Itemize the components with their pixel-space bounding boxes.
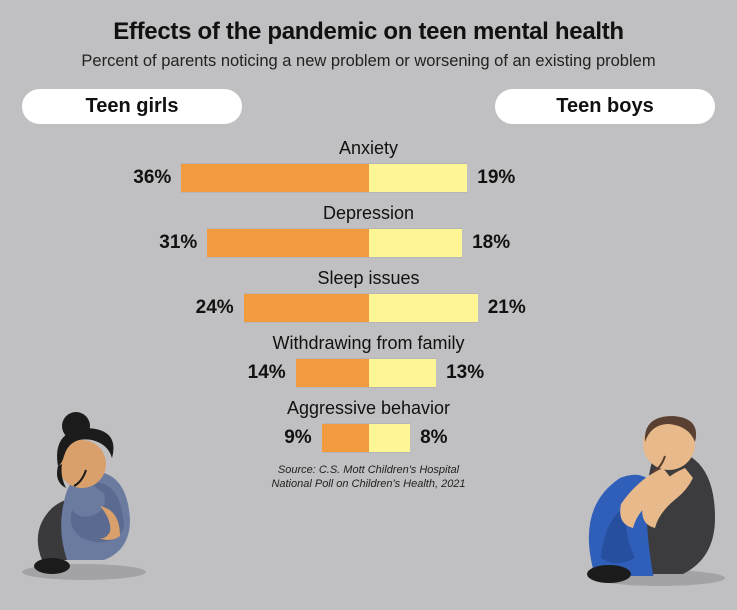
chart-row: Anxiety 36% 19% (0, 138, 737, 193)
value-girls: 36% (133, 163, 171, 193)
bar-line: 36% 19% (0, 163, 737, 193)
bar-girls (322, 423, 369, 453)
category-label: Sleep issues (0, 268, 737, 289)
value-girls: 9% (284, 423, 311, 453)
bar-boys (369, 228, 463, 258)
chart-subtitle: Percent of parents noticing a new proble… (0, 52, 737, 71)
category-label: Withdrawing from family (0, 333, 737, 354)
legend-girls-pill: Teen girls (22, 89, 242, 124)
legend-boys-pill: Teen boys (495, 89, 715, 124)
chart-row: Sleep issues 24% 21% (0, 268, 737, 323)
legend-row: Teen girls Teen boys (0, 89, 737, 124)
bar-line: 14% 13% (0, 358, 737, 388)
chart-row: Withdrawing from family 14% 13% (0, 333, 737, 388)
chart-row: Depression 31% 18% (0, 203, 737, 258)
bar-girls (181, 163, 368, 193)
value-boys: 19% (477, 163, 515, 193)
bar-boys (369, 423, 411, 453)
chart-title: Effects of the pandemic on teen mental h… (0, 0, 737, 46)
bar-boys (369, 358, 437, 388)
value-girls: 14% (248, 358, 286, 388)
category-label: Depression (0, 203, 737, 224)
bar-boys (369, 163, 468, 193)
teen-girl-illustration (12, 410, 172, 580)
bar-girls (244, 293, 369, 323)
teen-boy-illustration (565, 408, 735, 588)
value-girls: 24% (196, 293, 234, 323)
value-boys: 13% (446, 358, 484, 388)
diverging-bar-chart: Anxiety 36% 19% Depression 31% 18% Sleep issue… (0, 138, 737, 453)
bar-line: 24% 21% (0, 293, 737, 323)
infographic-canvas: Effects of the pandemic on teen mental h… (0, 0, 737, 610)
bar-line: 31% 18% (0, 228, 737, 258)
value-boys: 8% (420, 423, 447, 453)
value-boys: 18% (472, 228, 510, 258)
category-label: Anxiety (0, 138, 737, 159)
value-boys: 21% (488, 293, 526, 323)
bar-boys (369, 293, 478, 323)
bar-girls (296, 358, 369, 388)
bar-girls (207, 228, 368, 258)
value-girls: 31% (159, 228, 197, 258)
